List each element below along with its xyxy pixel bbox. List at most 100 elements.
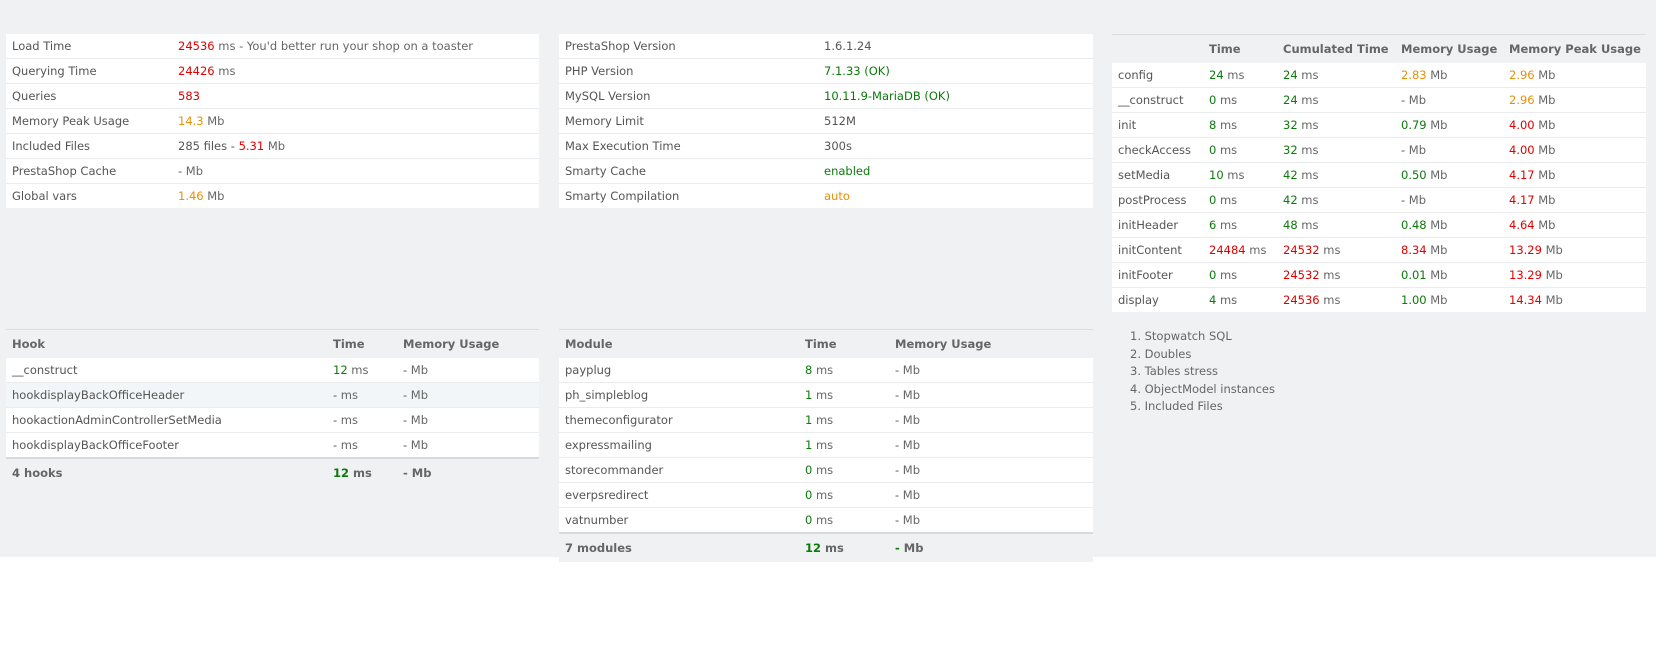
module-time-unit: ms — [812, 363, 834, 377]
profiling-panel: Load Time 24536 ms - You'd better run you… — [0, 0, 1656, 562]
step-memory-peak-unit: Mb — [1534, 93, 1556, 107]
step-cumulated-time-value: 24532 — [1283, 268, 1320, 282]
hook-time-value: - — [333, 388, 338, 402]
summary-value: 1.46 — [178, 189, 204, 203]
profiling-links-list: 1. Stopwatch SQL 2. Doubles 3. Tables stre… — [1130, 328, 1275, 416]
step-cumulated-time: 24532 ms — [1277, 262, 1395, 288]
profiling-link[interactable]: 1. Stopwatch SQL — [1130, 329, 1232, 343]
summary-value: 285 files - — [178, 139, 239, 153]
hook-memory-value: - — [403, 438, 408, 452]
hook-row: __construct 12 ms - Mb — [6, 358, 539, 383]
module-row: themeconfigurator 1 ms - Mb — [559, 407, 1093, 433]
summary-value-cell: 24426 ms — [172, 58, 539, 84]
config-value: 10.11.9-MariaDB (OK) — [818, 83, 1093, 109]
module-memory-unit: Mb — [899, 463, 921, 477]
module-memory: - Mb — [889, 407, 1093, 433]
modules-table: Module Time Memory Usage payplug 8 ms - Mb ph… — [559, 329, 1093, 562]
step-cumulated-time-value: 32 — [1283, 118, 1298, 132]
step-memory-usage: 0.01 Mb — [1395, 262, 1503, 288]
step-memory-usage: 2.83 Mb — [1395, 63, 1503, 88]
module-memory-unit: Mb — [899, 388, 921, 402]
step-cumulated-time-unit: ms — [1297, 168, 1319, 182]
config-row: PrestaShop Version 1.6.1.24 — [559, 34, 1093, 59]
summary-unit: ms — [214, 64, 236, 78]
step-memory-usage: 8.34 Mb — [1395, 237, 1503, 263]
summary-value-cell: 1.46 Mb — [172, 183, 539, 208]
module-time: 0 ms — [799, 457, 889, 483]
step-memory-usage: 0.48 Mb — [1395, 212, 1503, 238]
step-memory-usage-value: - — [1401, 193, 1406, 207]
step-time-unit: ms — [1216, 93, 1238, 107]
module-memory-value: - — [895, 388, 900, 402]
step-time: 0 ms — [1203, 187, 1277, 213]
step-cumulated-time-unit: ms — [1319, 243, 1341, 257]
modules-header: Module — [559, 329, 799, 358]
steps-header — [1112, 34, 1203, 63]
step-time-value: 0 — [1209, 268, 1217, 282]
step-time-value: 4 — [1209, 293, 1217, 307]
step-memory-peak-value: 2.96 — [1509, 68, 1535, 82]
hook-name: __construct — [6, 358, 327, 383]
steps-row: checkAccess 0 ms 32 ms - Mb 4.00 Mb — [1112, 137, 1646, 163]
module-name: ph_simpleblog — [559, 382, 799, 408]
summary-row: Global vars 1.46 Mb — [6, 183, 539, 208]
config-row: MySQL Version 10.11.9-MariaDB (OK) — [559, 83, 1093, 109]
profiling-link[interactable]: 2. Doubles — [1130, 346, 1192, 361]
config-row: Memory Limit 512M — [559, 108, 1093, 134]
profiling-link[interactable]: 3. Tables stress — [1130, 364, 1219, 378]
hooks-header: Time — [327, 329, 397, 358]
module-row: expressmailing 1 ms - Mb — [559, 432, 1093, 458]
hook-memory-unit: Mb — [407, 438, 429, 452]
module-time-value: 0 — [805, 488, 813, 502]
module-row: payplug 8 ms - Mb — [559, 358, 1093, 383]
hooks-total-label: 4 hooks — [6, 457, 327, 487]
step-name: display — [1112, 287, 1203, 312]
module-name: vatnumber — [559, 507, 799, 533]
step-cumulated-time: 24 ms — [1277, 87, 1395, 113]
step-memory-peak-value: 4.00 — [1509, 143, 1535, 157]
summary-label: Included Files — [6, 133, 172, 159]
step-time: 24484 ms — [1203, 237, 1277, 263]
config-label: MySQL Version — [559, 83, 818, 109]
steps-header: Cumulated Time — [1277, 34, 1395, 63]
hook-time-unit: ms — [347, 363, 369, 377]
module-row: everpsredirect 0 ms - Mb — [559, 482, 1093, 508]
step-memory-peak-value: 13.29 — [1509, 243, 1542, 257]
step-memory-peak-unit: Mb — [1541, 243, 1563, 257]
step-cumulated-time-unit: ms — [1297, 143, 1319, 157]
module-memory-unit: Mb — [899, 513, 921, 527]
step-name: init — [1112, 112, 1203, 138]
step-cumulated-time-value: 32 — [1283, 143, 1298, 157]
step-memory-peak: 14.34 Mb — [1503, 287, 1646, 312]
summary-value-cell: 14.3 Mb — [172, 108, 539, 134]
profiling-link[interactable]: 5. Included Files — [1130, 399, 1223, 413]
step-memory-usage-value: - — [1401, 143, 1406, 157]
summary-value: 583 — [178, 89, 200, 103]
step-time: 6 ms — [1203, 212, 1277, 238]
hook-row: hookactionAdminControllerSetMedia - ms - M… — [6, 407, 539, 433]
step-cumulated-time: 24536 ms — [1277, 287, 1395, 312]
profiling-link[interactable]: 4. ObjectModel instances — [1130, 381, 1275, 396]
summary-unit: Mb — [182, 164, 204, 178]
step-time-unit: ms — [1216, 118, 1238, 132]
hook-name: hookactionAdminControllerSetMedia — [6, 407, 327, 433]
config-value: 1.6.1.24 — [818, 34, 1093, 59]
step-time: 4 ms — [1203, 287, 1277, 312]
summary-label: Global vars — [6, 183, 172, 208]
summary-row: PrestaShop Cache - Mb — [6, 158, 539, 184]
step-memory-peak: 2.96 Mb — [1503, 87, 1646, 113]
step-memory-usage-unit: Mb — [1426, 218, 1448, 232]
step-memory-peak-value: 4.00 — [1509, 118, 1535, 132]
summary-row: Querying Time 24426 ms — [6, 58, 539, 84]
step-cumulated-time: 42 ms — [1277, 162, 1395, 188]
module-memory: - Mb — [889, 358, 1093, 383]
step-memory-peak-unit: Mb — [1534, 193, 1556, 207]
summary-unit: Mb — [203, 189, 225, 203]
step-memory-peak: 4.17 Mb — [1503, 187, 1646, 213]
step-cumulated-time-unit: ms — [1319, 293, 1341, 307]
step-memory-peak-value: 2.96 — [1509, 93, 1535, 107]
steps-row: setMedia 10 ms 42 ms 0.50 Mb 4.17 Mb — [1112, 162, 1646, 188]
step-time: 0 ms — [1203, 137, 1277, 163]
modules-total-memory: - Mb — [889, 532, 1093, 562]
step-memory-peak-unit: Mb — [1534, 68, 1556, 82]
